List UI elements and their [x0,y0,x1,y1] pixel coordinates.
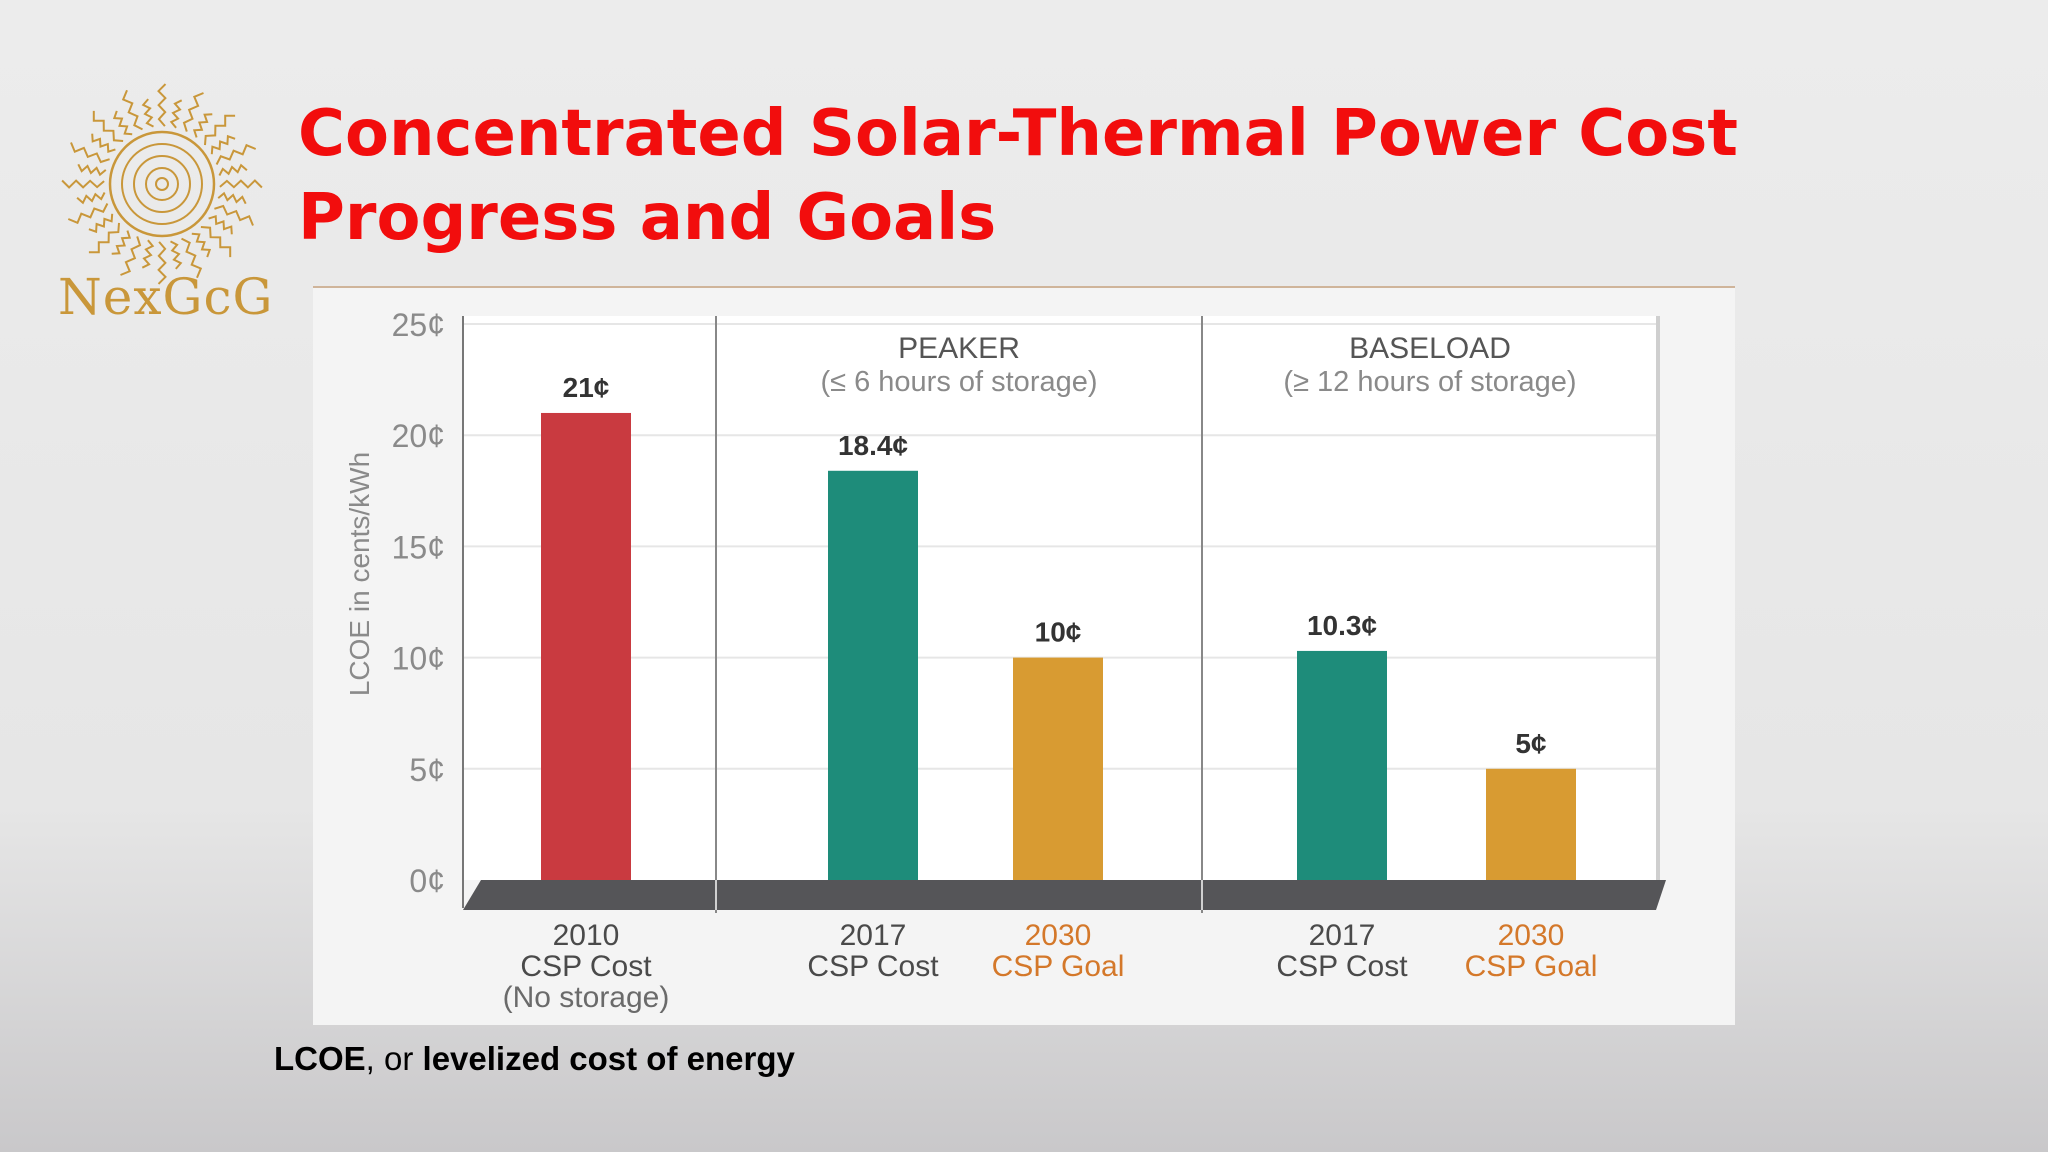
sun-ray [141,98,154,128]
sun-ray [181,237,203,279]
section-subtitle: (≥ 12 hours of storage) [1283,366,1576,398]
footnote-connector: , or [365,1040,423,1077]
sun-ray [70,142,110,164]
sun-ray [215,143,257,165]
footnote-term: LCOE [274,1040,366,1077]
footnote-definition: levelized cost of energy [422,1040,795,1077]
chart-panel: 0¢ 5¢ 10¢ 15¢ 20¢ 25¢ LCOE in cents/kWh PEAKER(… [313,288,1735,1025]
slide-title: Concentrated Solar-Thermal Power Cost Pr… [298,97,1738,255]
sun-ray [111,230,132,255]
bar-value-label: 18.4¢ [838,430,908,461]
sun-ray [88,213,114,234]
footnote: LCOE, or levelized cost of energy [274,1040,795,1078]
section-title: BASELOAD [1349,332,1511,365]
bar-value-label: 21¢ [563,372,610,403]
sun-ray [67,203,109,225]
bar [1297,650,1387,880]
x-category-label: CSP Cost [807,950,939,983]
x-category-label: CSP Goal [1465,950,1598,983]
bar-value-label: 5¢ [1515,728,1546,759]
bar [1486,768,1576,880]
x-category-label: CSP Cost [1276,950,1408,983]
sun-ray [200,226,232,258]
sun-icon [61,83,263,285]
sun-ray [157,241,167,285]
bar [1013,657,1103,880]
chart-base [463,880,1666,910]
sun-ray [208,214,233,235]
sun-ray [120,236,142,276]
sun-ray [219,179,263,189]
sun-ray [91,133,116,154]
x-category-label: 2017 [840,919,907,952]
sun-ray [121,89,143,131]
sun-ray [210,134,236,155]
csp-cost-chart: 0¢5¢10¢15¢20¢25¢LCOE in cents/kWhPEAKER(… [344,307,1666,1014]
bar-value-label: 10.3¢ [1307,610,1377,641]
sun-ray [214,204,254,226]
x-category-label: 2030 [1025,919,1092,952]
sun-ray [76,192,106,205]
y-tick-label: 15¢ [392,529,445,565]
sun-ray [77,163,107,177]
y-tick-label: 20¢ [392,418,445,454]
x-category-label: 2010 [553,919,620,952]
logo-wordmark: NexGcG [58,268,274,326]
bar [541,412,631,880]
section-subtitle: (≤ 6 hours of storage) [820,366,1097,398]
sun-ray [192,113,213,138]
sun-ray [217,191,247,205]
sun-ray [141,239,155,269]
bar-value-label: 10¢ [1035,617,1082,648]
sun-ray [191,232,212,258]
sun-ray [204,114,236,146]
sun-ray [88,222,120,254]
section-title: PEAKER [898,332,1020,365]
sun-ray [112,110,133,136]
x-category-label: CSP Goal [992,950,1125,983]
x-category-label: CSP Cost [520,950,652,983]
sun-ray [157,83,167,127]
bar [828,470,918,880]
x-category-label: 2030 [1498,919,1565,952]
sun-ray [92,110,124,142]
y-tick-label: 0¢ [409,863,445,899]
sun-ray [170,240,183,270]
sun-ray [61,179,105,189]
sun-ray [169,99,183,129]
title-divider [313,286,1735,288]
y-tick-label: 10¢ [392,641,445,677]
x-category-label: (No storage) [503,981,670,1014]
y-axis-title: LCOE in cents/kWh [344,452,375,696]
sun-ray [218,163,248,176]
x-category-label: 2017 [1309,919,1376,952]
y-tick-label: 5¢ [409,752,445,788]
sun-ray [182,92,204,132]
y-tick-label: 25¢ [392,307,445,343]
